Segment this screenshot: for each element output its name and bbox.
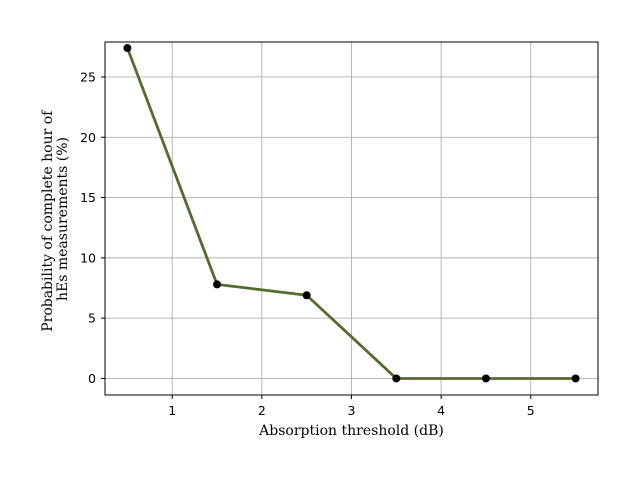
data-point — [213, 280, 222, 289]
y-axis-label: Probability of complete hour of hEs meas… — [40, 106, 71, 332]
y-tick-label: 0 — [88, 371, 96, 386]
y-tick-label: 20 — [80, 130, 96, 145]
y-axis-label-line-1: Probability of complete hour of — [40, 109, 56, 332]
data-point — [481, 374, 490, 383]
y-tick-label: 25 — [80, 69, 96, 84]
data-point — [123, 44, 132, 53]
x-tick-label: 4 — [437, 403, 445, 418]
data-point — [302, 291, 311, 300]
y-tick-label: 5 — [88, 311, 96, 326]
y-tick-label: 10 — [80, 250, 96, 265]
data-point — [392, 374, 401, 383]
x-axis-label: Absorption threshold (dB) — [258, 423, 444, 439]
data-point — [571, 374, 580, 383]
x-tick-label: 2 — [258, 403, 266, 418]
ticks: 1 2 3 4 5 0 5 10 15 20 25 — [80, 69, 535, 418]
y-tick-label: 15 — [80, 190, 96, 205]
y-axis-label-line-2: hEs measurements (%) — [55, 137, 71, 301]
x-tick-label: 5 — [527, 403, 535, 418]
grid — [105, 42, 598, 395]
x-tick-label: 1 — [168, 403, 176, 418]
series-group — [123, 44, 580, 383]
x-tick-label: 3 — [348, 403, 356, 418]
series-line — [126, 47, 576, 380]
